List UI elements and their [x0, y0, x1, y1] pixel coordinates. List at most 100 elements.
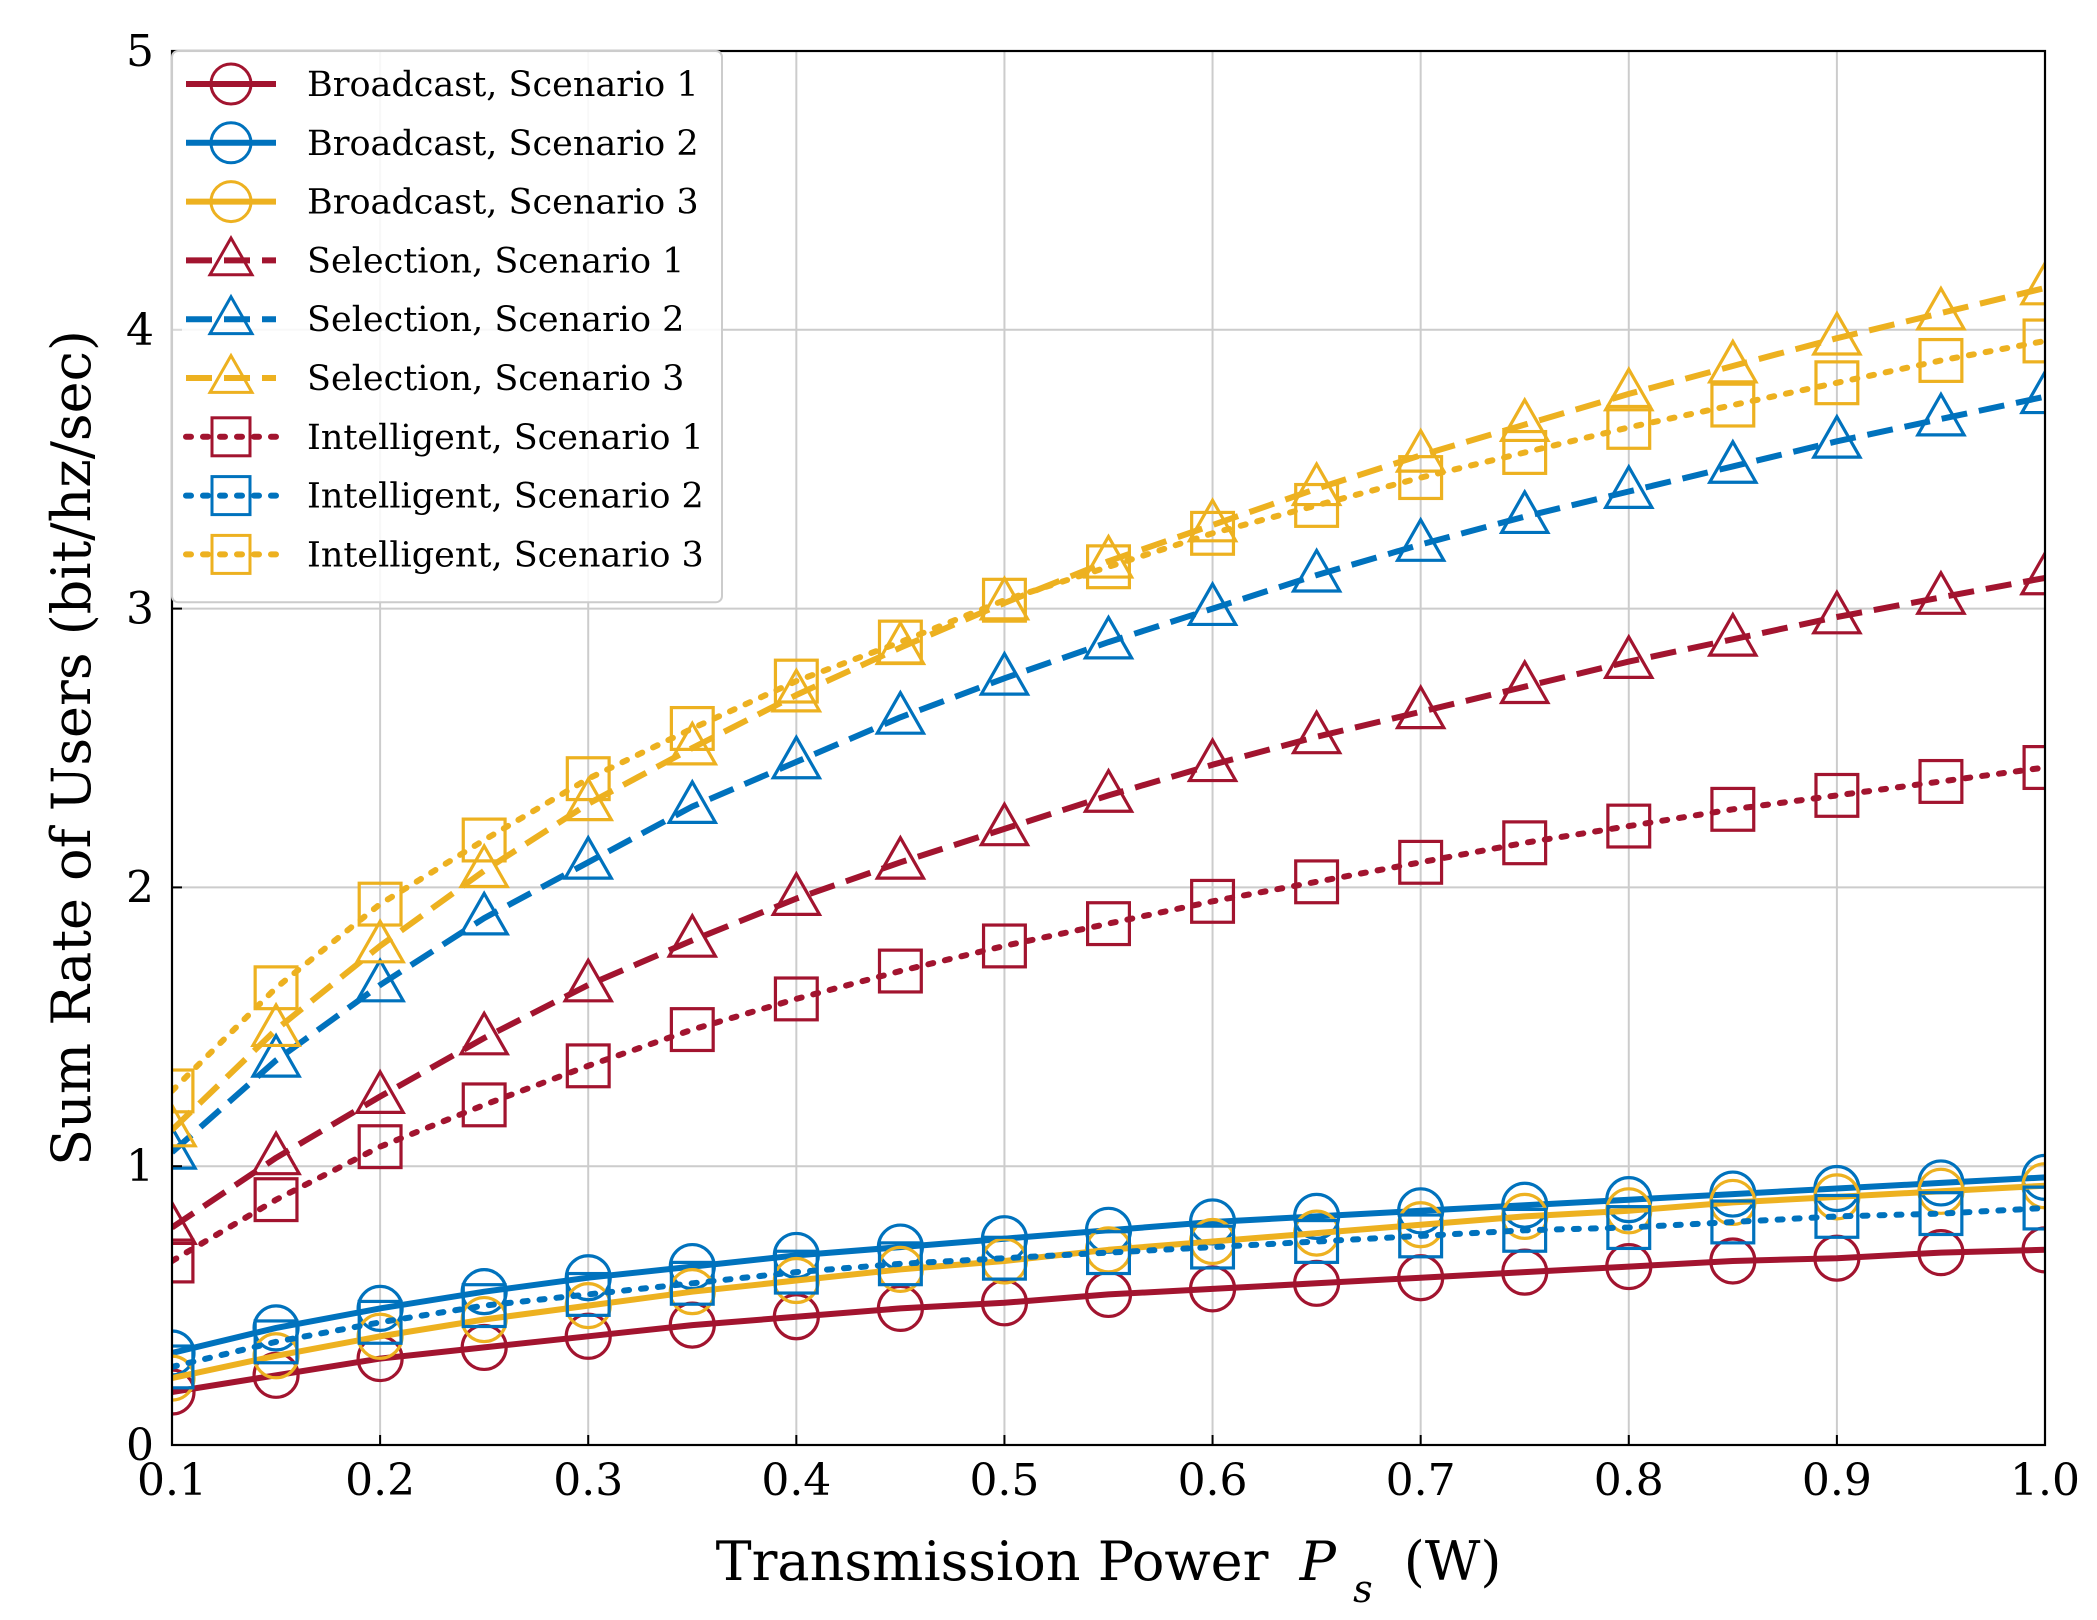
- x-tick-label: 0.3: [553, 1455, 623, 1506]
- legend-entry: Broadcast, Scenario 1: [186, 62, 699, 106]
- legend-label: Selection, Scenario 3: [307, 359, 684, 399]
- triangle-marker: [1290, 547, 1343, 593]
- triangle-marker: [1811, 589, 1863, 635]
- circle-marker: [1293, 1192, 1341, 1240]
- circle-marker: [209, 180, 253, 224]
- triangle-marker: [458, 890, 511, 936]
- triangle-marker: [1498, 488, 1551, 535]
- legend: Broadcast, Scenario 1 Broadcast, Scenario…: [171, 50, 723, 604]
- square-marker: [1918, 758, 1964, 804]
- y-tick-label: 2: [126, 862, 154, 913]
- square-marker: [1814, 772, 1860, 818]
- square-marker: [877, 948, 923, 994]
- y-tick-label: 0: [126, 1420, 154, 1471]
- square-marker: [461, 1283, 507, 1329]
- triangle-marker: [562, 834, 615, 880]
- legend-label: Broadcast, Scenario 2: [307, 124, 699, 164]
- x-tick-label: 1.0: [2010, 1455, 2080, 1506]
- square-marker: [357, 881, 403, 927]
- legend-entry: Selection, Scenario 1: [186, 234, 684, 281]
- square-marker: [981, 1235, 1027, 1281]
- triangle-marker: [1915, 285, 1967, 331]
- series-line: [172, 574, 2045, 1230]
- axis-ticks: 0.1 0.2 0.3 0.4 0.5 0.6 0.7 0.8 0.9 1.0 0 1 2 3 4 5: [126, 26, 2080, 1506]
- square-marker: [669, 1007, 715, 1053]
- legend-label: Broadcast, Scenario 3: [307, 183, 699, 223]
- y-axis-label: Sum Rate of Users (bit/hz/sec): [40, 330, 103, 1166]
- x-axis-label-text: Transmission Power: [716, 1530, 1269, 1593]
- legend-box: [171, 50, 723, 604]
- triangle-marker: [207, 293, 255, 336]
- triangle-marker: [354, 918, 406, 964]
- triangle-marker: [666, 912, 719, 958]
- square-marker: [1502, 429, 1548, 475]
- square-marker: [1710, 1199, 1756, 1245]
- series-5: [172, 368, 2045, 1170]
- square-marker: [565, 756, 611, 802]
- square-marker: [357, 1299, 403, 1345]
- square-marker: [1190, 510, 1236, 556]
- square-marker: [1606, 1205, 1652, 1251]
- triangle-marker: [770, 870, 823, 916]
- triangle-marker: [1082, 533, 1135, 579]
- square-marker: [1190, 1224, 1236, 1270]
- triangle-marker: [207, 352, 255, 394]
- x-tick-label: 0.9: [1802, 1455, 1872, 1506]
- x-tick-label: 0.4: [761, 1455, 831, 1506]
- triangle-marker: [2019, 368, 2045, 415]
- square-marker: [1294, 859, 1340, 905]
- triangle-marker: [562, 957, 615, 1003]
- circle-marker: [172, 1368, 196, 1416]
- triangle-marker: [250, 1032, 302, 1078]
- square-marker: [1502, 820, 1548, 866]
- square-marker: [773, 1249, 819, 1295]
- square-marker: [1710, 382, 1756, 428]
- circle-marker: [772, 1293, 820, 1341]
- triangle-marker: [207, 234, 255, 277]
- plot-frame: [170, 49, 2047, 1447]
- triangle-marker: [1498, 396, 1551, 443]
- square-marker: [877, 1241, 923, 1287]
- circle-marker: [209, 62, 253, 106]
- triangle-marker: [1811, 310, 1863, 356]
- square-marker: [1190, 878, 1236, 924]
- triangle-marker: [666, 720, 719, 766]
- triangle-marker: [1706, 338, 1759, 384]
- square-marker: [1918, 337, 1964, 383]
- triangle-marker: [250, 1001, 302, 1048]
- square-marker: [253, 1177, 299, 1223]
- plot-area: [172, 260, 2045, 1416]
- triangle-marker: [1186, 497, 1239, 543]
- series-line: [172, 285, 2045, 1133]
- triangle-marker: [1915, 391, 1967, 437]
- square-marker: [1606, 404, 1652, 450]
- legend-entry: Intelligent, Scenario 3: [183, 533, 704, 575]
- y-tick-label: 4: [126, 305, 154, 356]
- square-marker: [461, 1082, 507, 1128]
- circle-marker: [209, 121, 253, 165]
- circle-marker: [1605, 1176, 1653, 1224]
- circle-marker: [876, 1284, 924, 1332]
- square-marker: [773, 658, 819, 704]
- square-marker: [565, 1271, 611, 1317]
- square-marker: [253, 965, 299, 1011]
- triangle-marker: [770, 734, 823, 780]
- square-marker: [1085, 1230, 1131, 1276]
- circle-marker: [1501, 1181, 1549, 1229]
- legend-entry: Intelligent, Scenario 2: [183, 475, 704, 517]
- legend-entry: Broadcast, Scenario 3: [186, 180, 699, 224]
- triangle-marker: [172, 1124, 198, 1170]
- triangle-marker: [874, 689, 927, 735]
- series-line: [172, 338, 2045, 1094]
- x-axis-label-symbol: P: [1299, 1530, 1338, 1593]
- circle-marker: [1917, 1229, 1965, 1277]
- triangle-marker: [1186, 736, 1239, 783]
- square-marker: [565, 1043, 611, 1089]
- square-marker: [210, 416, 252, 458]
- square-marker: [1502, 1207, 1548, 1253]
- square-marker: [1398, 1213, 1444, 1259]
- triangle-marker: [1498, 658, 1551, 705]
- legend-entry: Broadcast, Scenario 2: [186, 121, 699, 165]
